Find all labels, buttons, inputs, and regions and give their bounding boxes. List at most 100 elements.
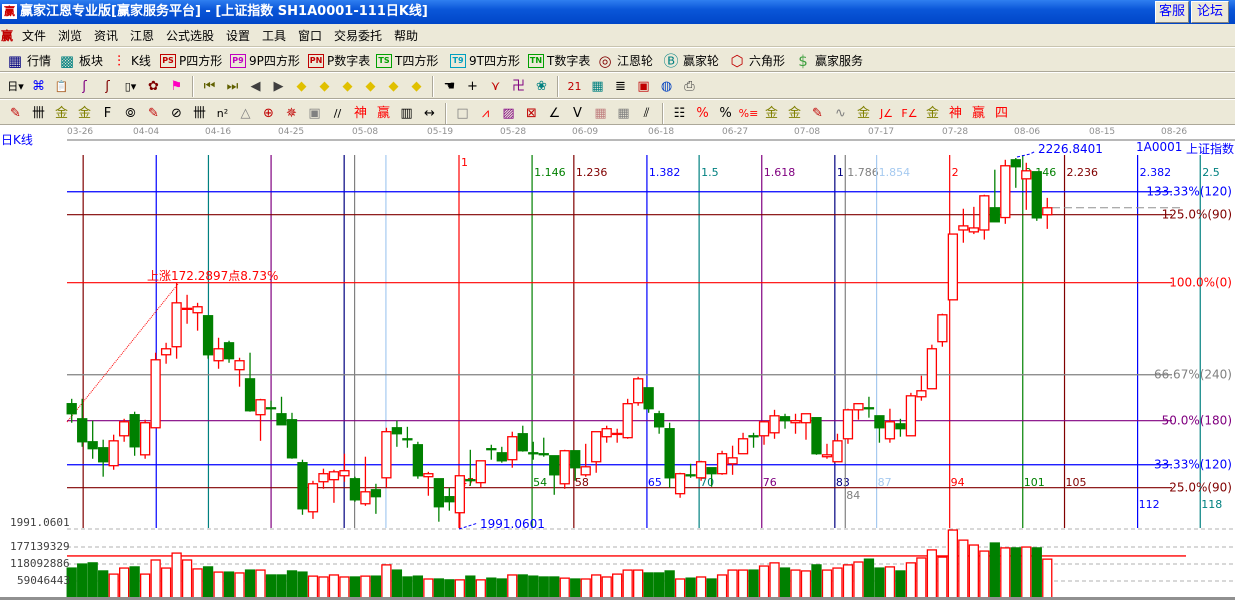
save-icon[interactable]: ▣ <box>637 79 650 94</box>
toolbar-pn-box-button[interactable]: PN P数字表 <box>308 51 370 70</box>
diamond-right-icon[interactable]: ◆ <box>319 79 330 94</box>
si-angle-icon[interactable]: 四 <box>994 106 1008 121</box>
f-lines-icon[interactable]: F <box>103 106 112 121</box>
ying-icon[interactable]: 赢 <box>376 106 390 121</box>
prev-icon[interactable]: ◀ <box>250 79 261 94</box>
period-label: 日K线 <box>1 133 33 147</box>
period-dropdown[interactable]: 日▾ <box>7 80 24 93</box>
diamond-shrink-icon[interactable]: ◆ <box>365 79 376 94</box>
triangle-icon[interactable]: △ <box>240 106 251 121</box>
gold-line-icon[interactable]: 金 <box>787 106 801 121</box>
grid-box-icon[interactable]: ▦ <box>594 106 607 121</box>
crosshair-icon[interactable]: + <box>467 79 478 94</box>
forum-button[interactable]: 论坛 <box>1191 1 1229 23</box>
menu-tools[interactable]: 工具 <box>262 29 287 43</box>
percent-lines-icon[interactable]: %≡ <box>738 107 759 120</box>
marker-icon[interactable]: ✎ <box>148 106 159 121</box>
f-angle-icon[interactable]: F∠ <box>901 107 918 120</box>
shen-icon[interactable]: 神 <box>353 106 367 121</box>
sine-icon[interactable]: ∿ <box>835 106 846 121</box>
pen-line-icon[interactable]: ✎ <box>812 106 823 121</box>
square-web-icon[interactable]: ▣ <box>308 106 321 121</box>
box-icon[interactable]: □ <box>456 106 469 121</box>
width-icon[interactable]: ↔ <box>424 106 435 121</box>
slash-icon[interactable]: // <box>333 107 342 120</box>
gold-circle-icon[interactable]: 金 <box>764 106 778 121</box>
step-chart-3-icon[interactable]: ʃ <box>82 79 87 94</box>
toolbar-hexagon-button[interactable]: ⬡ 六角形 <box>728 51 785 70</box>
diamond-left-icon[interactable]: ◆ <box>296 79 307 94</box>
first-bar-icon[interactable]: ⏮ <box>203 79 216 94</box>
menu-formula-screen[interactable]: 公式选股 <box>166 29 215 43</box>
gold-angle-icon[interactable]: 金 <box>925 106 939 121</box>
toolbar-sector-blocks-button[interactable]: ▩ 板块 <box>58 51 103 70</box>
grid-lines-icon[interactable]: 卌 <box>31 106 45 121</box>
menu-settings[interactable]: 设置 <box>226 29 251 43</box>
flag-icon[interactable]: ⚑ <box>170 79 183 94</box>
internet-icon[interactable]: ◍ <box>660 79 673 94</box>
circle-lines-icon[interactable]: ⊘ <box>171 106 182 121</box>
angle-icon[interactable]: ∠ <box>548 106 561 121</box>
pencil-icon[interactable]: ✎ <box>10 106 21 121</box>
v-icon[interactable]: V <box>573 106 582 121</box>
list-icon[interactable]: ☷ <box>673 106 686 121</box>
tower-icon[interactable]: 卍 <box>511 79 525 94</box>
network-icon[interactable]: ⌘ <box>32 79 45 94</box>
ruler-icon[interactable]: ▥ <box>400 106 413 121</box>
step-chart-9-icon[interactable]: ʃ <box>105 79 110 94</box>
brain-icon[interactable]: ❀ <box>536 79 547 94</box>
candle-up <box>821 454 833 458</box>
menu-file[interactable]: 文件 <box>22 29 47 43</box>
menu-gann[interactable]: 江恩 <box>130 29 155 43</box>
toolbar-p9-box-button[interactable]: P9 9P四方形 <box>230 51 300 70</box>
diamond-collapse-icon[interactable]: ◆ <box>388 79 399 94</box>
customer-service-button[interactable]: 客服 <box>1155 1 1189 23</box>
toolbar-ts-box-button[interactable]: TS T四方形 <box>376 51 438 70</box>
menu-window[interactable]: 窗口 <box>298 29 323 43</box>
gold-box-icon[interactable]: 金 <box>856 106 870 121</box>
toolbar-ps-box-button[interactable]: PS P四方形 <box>160 51 222 70</box>
diamond-move-icon[interactable]: ◆ <box>411 79 422 94</box>
fan-icon[interactable]: ⩘ <box>481 106 490 121</box>
ying-angle-icon[interactable]: 赢 <box>971 106 985 121</box>
gann-figure-icon[interactable]: ✿ <box>148 79 159 94</box>
hand-icon[interactable]: ☚ <box>443 79 456 94</box>
print-icon[interactable]: ⎙ <box>684 79 695 94</box>
menu-browse[interactable]: 浏览 <box>58 29 83 43</box>
percent-line-icon[interactable]: % <box>696 106 709 121</box>
toolbar-tn-box-button[interactable]: TN T数字表 <box>528 51 590 70</box>
box-fan-icon[interactable]: ▨ <box>502 106 515 121</box>
toolbar-quote-table-button[interactable]: ▦ 行情 <box>6 51 51 70</box>
last-bar-icon[interactable]: ⏭ <box>226 79 239 94</box>
target-icon[interactable]: ⊕ <box>263 106 274 121</box>
navigation-toolbar: 日▾ ⌘ 📋 ʃ ʃ ▯▾ ✿ ⚑ ⏮ ⏭ ◀ ▶ ◆ ◆ ◆ ◆ ◆ ◆ ☚ + ⋎ 卍 ❀ 21 ▦ ≣ ▣ ◍ ⎙ <box>0 72 1235 99</box>
parallel-icon[interactable]: ⫽ <box>643 106 650 121</box>
cross-box-icon[interactable]: ⊠ <box>526 106 537 121</box>
zigzag-icon[interactable]: ⋎ <box>490 79 501 94</box>
toolbar-big-wheel-button[interactable]: Ⓑ 赢家轮 <box>662 51 719 70</box>
toolbar-gann-wheel-button[interactable]: ◎ 江恩轮 <box>596 51 653 70</box>
percent-icon[interactable]: % <box>719 106 732 121</box>
calculator-icon[interactable]: ▦ <box>591 79 604 94</box>
calendar-icon[interactable]: 21 <box>567 80 582 93</box>
gold-lines-2-icon[interactable]: 金 <box>77 106 91 121</box>
diamond-expand-icon[interactable]: ◆ <box>342 79 353 94</box>
toolbar-t9-box-button[interactable]: T9 9T四方形 <box>450 51 520 70</box>
notepad-icon[interactable]: ≣ <box>615 79 626 94</box>
toolbar-dollar-button[interactable]: $ 赢家服务 <box>794 51 863 70</box>
gold-lines-icon[interactable]: 金 <box>54 106 68 121</box>
n-squared-icon[interactable]: n² <box>216 107 229 120</box>
menu-trading[interactable]: 交易委托 <box>334 29 383 43</box>
clipboard-icon[interactable]: 📋 <box>54 80 69 93</box>
next-icon[interactable]: ▶ <box>273 79 284 94</box>
web-icon[interactable]: ✵ <box>286 106 297 121</box>
toolbar-candlestick-button[interactable]: ⫶ K线 <box>110 51 151 70</box>
candle-dropdown[interactable]: ▯▾ <box>124 80 137 93</box>
spiral-lines-icon[interactable]: ⦾ <box>125 106 136 121</box>
hash-lines-icon[interactable]: 卌 <box>192 106 206 121</box>
grid-box-2-icon[interactable]: ▦ <box>617 106 630 121</box>
j-angle-icon[interactable]: J∠ <box>879 107 894 120</box>
menu-news[interactable]: 资讯 <box>94 29 119 43</box>
shen-angle-icon[interactable]: 神 <box>948 106 962 121</box>
menu-help[interactable]: 帮助 <box>394 29 419 43</box>
